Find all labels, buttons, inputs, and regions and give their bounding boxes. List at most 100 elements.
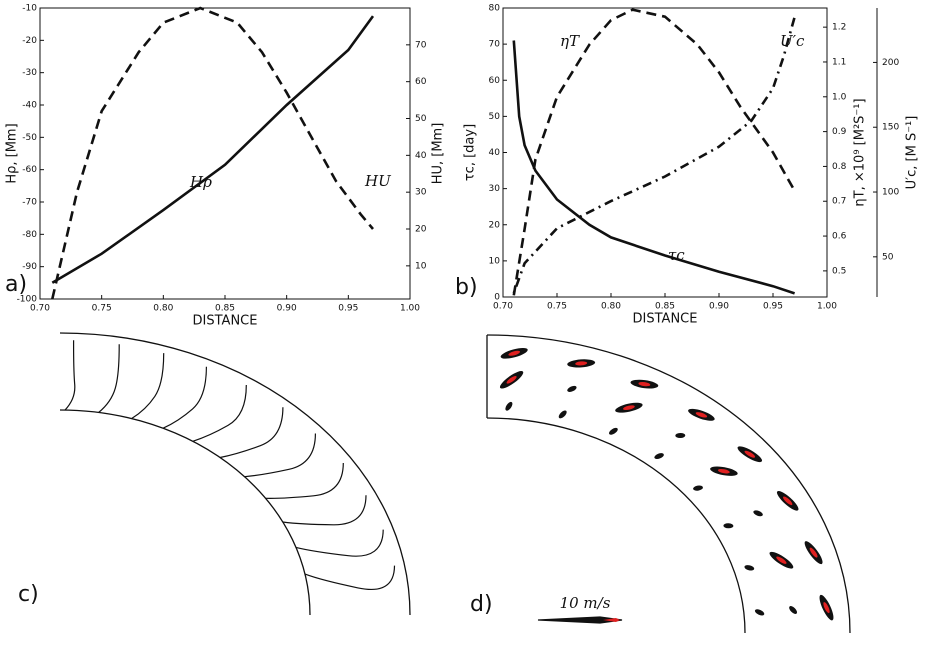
- scale-label: 10 m/s: [560, 594, 611, 612]
- y-tick-label: 150: [882, 123, 899, 133]
- y-tick-label: -70: [22, 198, 37, 208]
- y-tick-label: 1.2: [832, 23, 846, 33]
- y-tick-label: 70: [415, 40, 427, 50]
- streamline: [192, 384, 247, 442]
- panel-label: d): [470, 592, 493, 617]
- y-axis-label: U′c, [M S⁻¹]: [905, 116, 920, 190]
- y-tick-label: 70: [489, 40, 501, 50]
- vector-tip: [575, 361, 588, 366]
- y-tick-label: 0.9: [832, 127, 847, 137]
- plot-frame: [502, 7, 828, 298]
- streamline: [244, 433, 317, 478]
- panel-d-drawing: [486, 334, 851, 634]
- vector: [558, 410, 567, 419]
- streamline: [219, 407, 284, 459]
- inner-boundary: [486, 417, 746, 634]
- streamline: [162, 366, 207, 429]
- y-tick-label: 0: [494, 293, 500, 303]
- y-tick-label: -40: [22, 101, 37, 111]
- y-tick-label: 30: [489, 184, 501, 194]
- vector-tip: [823, 602, 830, 614]
- streamline: [282, 495, 367, 526]
- outer-boundary: [486, 334, 851, 634]
- y-tick-label: 60: [489, 76, 501, 86]
- x-tick-label: 0.75: [92, 304, 112, 314]
- vectors: [499, 347, 834, 621]
- vector-tip: [623, 405, 635, 411]
- x-tick-label: 0.85: [655, 302, 675, 312]
- y-tick-label: -50: [22, 133, 37, 143]
- x-tick-label: 1.00: [400, 304, 420, 314]
- streamlines: [64, 340, 396, 590]
- y-tick-label: 30: [415, 188, 427, 198]
- outer-boundary: [59, 332, 411, 616]
- vector-tip: [695, 412, 708, 418]
- x-tick-label: 0.90: [277, 304, 297, 314]
- y-tick-label: 50: [489, 112, 501, 122]
- vector-tip: [744, 450, 756, 458]
- x-tick-label: 0.80: [153, 304, 173, 314]
- y-tick-label: 1.1: [832, 57, 846, 67]
- y-tick-label: 80: [489, 4, 501, 14]
- y-tick-label: -80: [22, 230, 37, 240]
- vector-tip: [717, 468, 730, 474]
- y-tick-label: 0.8: [832, 162, 847, 172]
- vector-tip: [776, 556, 787, 564]
- streamline: [304, 565, 396, 590]
- y-axis-label: Hρ, [Mm]: [5, 123, 20, 183]
- series-label: ηT: [560, 32, 580, 50]
- series-label: τc: [668, 246, 685, 264]
- series-line: [512, 8, 796, 296]
- vector: [675, 432, 686, 439]
- vector-tip: [508, 350, 521, 356]
- vector-tip: [809, 547, 818, 558]
- vector: [505, 401, 513, 411]
- x-tick-label: 0.70: [493, 302, 513, 312]
- series-line: [51, 6, 374, 300]
- x-tick-label: 0.70: [30, 304, 50, 314]
- vector-tip: [506, 375, 517, 384]
- y-tick-label: -60: [22, 165, 37, 175]
- x-tick-label: 0.95: [338, 304, 358, 314]
- y-tick-label: 200: [882, 58, 899, 68]
- vector: [723, 523, 734, 529]
- series-line: [51, 15, 375, 284]
- panel-label: a): [5, 272, 27, 297]
- streamline: [98, 344, 120, 413]
- x-tick-label: 0.80: [601, 302, 621, 312]
- streamline: [64, 340, 76, 411]
- x-axis-label: DISTANCE: [633, 312, 698, 327]
- y-tick-label: -20: [22, 36, 37, 46]
- y-tick-label: 0.6: [832, 232, 847, 242]
- y-tick-label: -10: [22, 4, 37, 14]
- inner-boundary: [59, 409, 311, 616]
- y-tick-label: 10: [415, 261, 427, 271]
- series-label: HU: [364, 172, 392, 190]
- vector: [753, 510, 763, 517]
- x-tick-label: 1.00: [817, 302, 837, 312]
- panel-label: b): [455, 275, 478, 300]
- streamline: [131, 353, 165, 420]
- panel-c-drawing: [59, 332, 411, 616]
- y-axis-label: ηT, ×10⁹ [M²S⁻¹]: [853, 98, 868, 206]
- scale-arrow-tip: [603, 618, 620, 622]
- series-line: [512, 16, 796, 294]
- series-label: Hρ: [189, 173, 212, 191]
- y-tick-label: 100: [882, 188, 899, 198]
- x-tick-label: 0.90: [709, 302, 729, 312]
- y-tick-label: 40: [415, 151, 427, 161]
- panel-label: c): [18, 582, 39, 607]
- series-line: [512, 40, 796, 295]
- streamline: [295, 529, 384, 557]
- plot-frame: [39, 7, 411, 300]
- x-tick-label: 0.75: [547, 302, 567, 312]
- y-axis-label: τc, [day]: [463, 124, 478, 181]
- y-tick-label: 50: [415, 114, 427, 124]
- y-tick-label: -100: [17, 295, 38, 305]
- vector-tip: [638, 381, 651, 387]
- vector: [744, 565, 755, 571]
- x-tick-label: 0.95: [763, 302, 783, 312]
- y-tick-label: 60: [415, 77, 427, 87]
